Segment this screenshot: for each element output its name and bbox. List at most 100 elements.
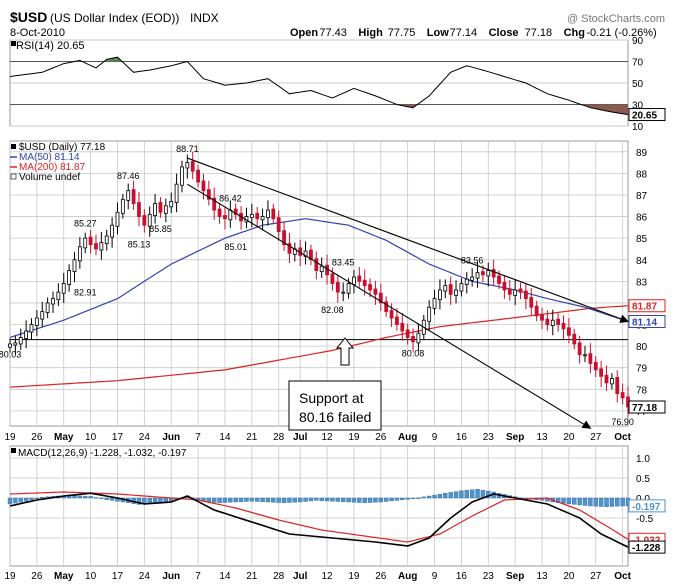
- macd-histogram-bar: [249, 497, 255, 502]
- candle: [196, 164, 200, 188]
- annotation-line-1: Support at: [299, 390, 364, 406]
- price-tick-11: 88: [636, 169, 648, 180]
- candle-body: [163, 205, 168, 214]
- x-tick-label-19: Sep: [506, 571, 524, 582]
- candle-body: [206, 189, 211, 200]
- candle: [174, 173, 179, 213]
- candle: [110, 217, 115, 248]
- candle-body: [357, 275, 362, 282]
- candle: [142, 209, 147, 233]
- candle: [443, 279, 448, 299]
- x-tick-label-1: 26: [31, 571, 43, 582]
- x-tick-label-16: 9: [432, 571, 438, 582]
- candle-body: [260, 216, 265, 221]
- candle-body: [153, 203, 157, 216]
- candle: [8, 338, 12, 353]
- x-tick-label-18: 23: [483, 571, 495, 582]
- candle-body: [405, 329, 410, 338]
- x-tick-label-20: 13: [536, 432, 548, 443]
- x-tick-label-6: Jun: [162, 571, 180, 582]
- macd-histogram-bar: [228, 497, 233, 503]
- macd-histogram-bar: [152, 497, 158, 504]
- candle: [502, 275, 507, 299]
- x-tick-label-21: 20: [563, 571, 575, 582]
- macd-histogram-bar: [254, 497, 260, 502]
- macd-histogram-bar: [330, 497, 335, 502]
- x-tick-label-17: 16: [456, 432, 468, 443]
- candle-body: [115, 211, 120, 227]
- candle: [88, 229, 93, 254]
- macd-histogram-bar: [346, 497, 351, 503]
- candle: [395, 308, 399, 331]
- macd-histogram-bar: [598, 497, 604, 507]
- macd-histogram-bar: [93, 497, 99, 499]
- macd-histogram-bar: [40, 497, 45, 499]
- x-tick-label-1: 26: [31, 432, 43, 443]
- macd-histogram-bar: [23, 497, 29, 502]
- candle: [518, 282, 523, 300]
- x-tick-label-23: Oct: [614, 432, 631, 443]
- x-tick-label-15: Aug: [398, 571, 417, 582]
- macd-histogram-bar: [287, 497, 292, 503]
- price-point-label-9: 83.45: [332, 258, 355, 268]
- legend-volume-icon: [10, 173, 17, 180]
- x-tick-label-12: 12: [321, 432, 333, 443]
- x-tick-label-4: 17: [112, 571, 124, 582]
- candle: [303, 241, 308, 265]
- price-point-label-12: 83.56: [461, 255, 484, 265]
- candle: [556, 312, 561, 332]
- x-tick-label-23: Oct: [614, 571, 631, 582]
- price-point-label-3: 85.13: [128, 239, 151, 249]
- macd-histogram-bar: [303, 497, 308, 502]
- x-tick-label-16: 9: [432, 432, 438, 443]
- price-tick-8: 85: [636, 234, 648, 245]
- candle-body: [454, 289, 458, 296]
- macd-histogram-bar: [163, 497, 169, 502]
- x-tick-label-2: May: [54, 571, 74, 582]
- ohlc-label-2: Low: [427, 27, 449, 39]
- candle-body: [335, 282, 340, 293]
- candle-body: [13, 342, 18, 346]
- x-axis-bottom: 19 26 May 10 17 24 Jun 7 14 21 28 Jul 12 19 26 Aug 9 16 23…: [4, 571, 631, 582]
- price-point-label-4: 87.46: [117, 171, 140, 181]
- price-badge-0: 81.87: [628, 299, 666, 313]
- legend-entry-2: MA(200) 81.87: [19, 162, 86, 173]
- price-point-label-11: 80.08: [402, 348, 425, 358]
- candle-body: [104, 235, 109, 244]
- price-badge-1-text: 81.14: [632, 318, 657, 329]
- candle-body: [110, 224, 115, 238]
- x-tick-label-18: 23: [483, 432, 495, 443]
- macd-histogram-bar: [158, 497, 163, 503]
- macd-histogram-bar: [271, 497, 276, 503]
- macd-histogram-bar: [416, 497, 421, 499]
- candle-body: [497, 275, 501, 284]
- candle: [566, 318, 571, 344]
- candle: [593, 356, 598, 377]
- macd-histogram-bar: [34, 497, 40, 500]
- candle: [34, 310, 39, 337]
- macd-histogram-bar: [13, 497, 18, 504]
- macd-label: MACD(12,26,9) -1.228, -1.032, -0.197: [18, 448, 187, 459]
- candle: [276, 210, 281, 241]
- trendline-1: [187, 183, 592, 429]
- macd-histogram-bar: [443, 493, 448, 499]
- macd-histogram-bar: [604, 497, 609, 508]
- x-tick-label-0: 19: [4, 432, 16, 443]
- candle-body: [395, 316, 399, 325]
- candle-body: [464, 278, 469, 285]
- candle-body: [502, 282, 507, 291]
- macd-histogram-bar: [389, 497, 394, 502]
- price-point-label-13: 76.90: [611, 417, 634, 427]
- x-tick-label-2: May: [54, 432, 74, 443]
- ohlc-value-2: 77.14: [450, 27, 478, 39]
- ohlc-value-3: 77.18: [525, 27, 553, 39]
- macd-histogram-bar: [426, 495, 432, 499]
- support-annotation: Support at 80.16 failed: [288, 380, 382, 431]
- candle-body: [583, 354, 587, 357]
- candle-body: [201, 180, 206, 192]
- ohlc-value-1: 77.75: [388, 27, 416, 39]
- macd-histogram-bar: [448, 492, 453, 499]
- candle-body: [233, 208, 238, 215]
- candle-body: [593, 361, 598, 371]
